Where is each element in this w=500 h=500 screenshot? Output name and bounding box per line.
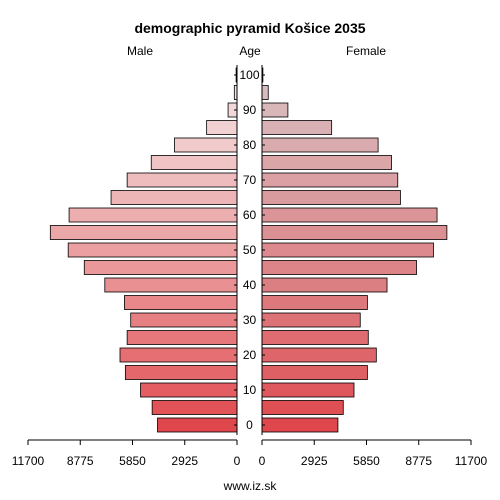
female-bar-age-20 — [261, 347, 377, 363]
female-bar-age-70 — [261, 172, 399, 188]
chart-title: demographic pyramid Košice 2035 — [134, 20, 365, 36]
age-tick-label: 40 — [243, 278, 257, 292]
male-x-tick-label: 11700 — [12, 454, 45, 468]
male-bar-age-5 — [151, 400, 238, 415]
female-x-tick-label: 2925 — [301, 454, 328, 468]
female-bar-age-90 — [261, 102, 289, 118]
male-x-tick-label: 8775 — [67, 454, 94, 468]
female-bar-age-95 — [261, 85, 269, 100]
age-tick-label: 70 — [243, 173, 257, 187]
male-x-tick-label: 2925 — [171, 454, 198, 468]
male-bar-age-35 — [124, 295, 238, 310]
female-x-tick-label: 8775 — [405, 454, 432, 468]
age-tick-label: 10 — [243, 383, 257, 397]
age-tick-label: 20 — [243, 348, 257, 362]
female-bar-age-40 — [261, 277, 388, 293]
female-bar-age-65 — [261, 190, 401, 205]
female-bar-age-50 — [261, 242, 434, 258]
age-tick-label: 90 — [243, 103, 257, 117]
male-bar-age-20 — [119, 347, 238, 363]
female-bar-age-10 — [261, 382, 355, 398]
female-bar-age-15 — [261, 365, 368, 380]
male-bar-age-75 — [150, 155, 238, 170]
age-tick-label: 100 — [239, 68, 259, 82]
axes: 0 10 20 30 40 50 60 70 80 90 100 11700 8775 5850 2925 0… — [12, 65, 488, 468]
female-bar-age-80 — [261, 137, 379, 153]
female-bar-age-75 — [261, 155, 392, 170]
female-x-tick-label: 5850 — [353, 454, 380, 468]
age-tick-label: 60 — [243, 208, 257, 222]
female-bar-age-60 — [261, 207, 438, 223]
female-bar-age-5 — [261, 400, 344, 415]
female-bar-age-35 — [261, 295, 368, 310]
male-label: Male — [127, 44, 153, 58]
male-bar-age-15 — [124, 365, 238, 380]
female-bar-age-85 — [261, 120, 333, 135]
male-bar-age-85 — [206, 120, 238, 135]
female-bar-age-45 — [261, 260, 417, 275]
male-x-tick-label: 0 — [234, 454, 241, 468]
age-tick-label: 30 — [243, 313, 257, 327]
male-bar-age-60 — [68, 207, 238, 223]
male-x-tick-label: 5850 — [119, 454, 146, 468]
male-bar-age-40 — [104, 277, 238, 293]
male-bar-age-80 — [174, 137, 238, 153]
female-bar-age-30 — [261, 312, 361, 328]
male-bar-age-65 — [110, 190, 238, 205]
female-x-tick-label: 0 — [259, 454, 266, 468]
female-label: Female — [346, 44, 386, 58]
age-tick-label: 0 — [246, 418, 253, 432]
female-bars — [261, 67, 448, 433]
age-tick-label: 50 — [243, 243, 257, 257]
age-tick-label: 80 — [243, 138, 257, 152]
age-label: Age — [239, 44, 261, 58]
male-bar-age-0 — [157, 417, 238, 433]
female-bar-age-55 — [261, 225, 448, 240]
female-bar-age-0 — [261, 417, 339, 433]
male-bar-age-55 — [49, 225, 238, 240]
male-bar-age-25 — [126, 330, 238, 345]
female-bar-age-25 — [261, 330, 369, 345]
male-bar-age-70 — [126, 172, 238, 188]
male-bar-age-45 — [83, 260, 238, 275]
male-bars — [49, 67, 238, 433]
footer-source: www.iz.sk — [223, 479, 278, 493]
male-bar-age-50 — [67, 242, 238, 258]
male-bar-age-30 — [130, 312, 238, 328]
male-bar-age-10 — [140, 382, 238, 398]
female-x-tick-label: 11700 — [455, 454, 488, 468]
